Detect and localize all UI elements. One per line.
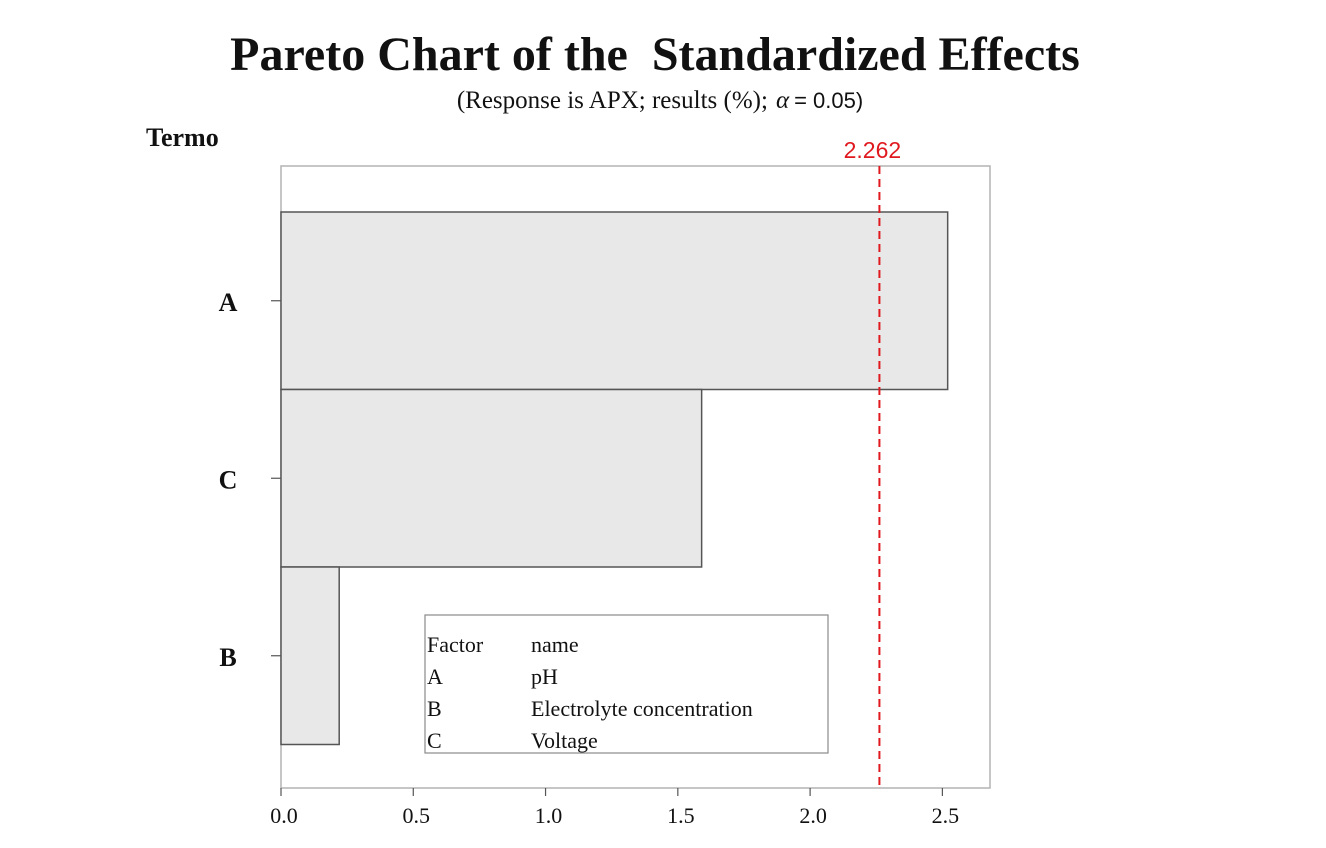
x-tick-label-0.5: 0.5 [403, 803, 431, 828]
bar-a [280, 211, 949, 391]
factor-legend: Factor name A pH B Electrolyte concentration C… [424, 614, 829, 754]
x-tick-label-0.0: 0.0 [270, 803, 298, 828]
subtitle-prefix: (Response is APX; results (%); [457, 87, 768, 114]
subtitle-suffix: = 0.05) [794, 88, 863, 113]
legend-name-b: Electrolyte concentration [531, 696, 753, 721]
x-tick-label-1.5: 1.5 [667, 803, 695, 828]
legend-name-c: Voltage [531, 728, 598, 753]
legend-header-name: name [531, 632, 579, 657]
x-tick-label-1.0: 1.0 [535, 803, 563, 828]
y-tick-label-c: C [219, 465, 238, 494]
legend-rows: Factor name A pH B Electrolyte concentration C… [427, 632, 753, 753]
reference-line-label: 2.262 [844, 137, 902, 163]
legend-factor-a: A [427, 664, 443, 689]
x-ticks-layer: 0.0 0.5 1.0 1.5 2.0 2.5 [270, 788, 959, 828]
x-tick-label-2.0: 2.0 [799, 803, 827, 828]
y-tick-label-a: A [219, 288, 238, 317]
bars-layer [280, 211, 949, 746]
y-axis-label: Termo [146, 123, 219, 152]
legend-header-factor: Factor [427, 632, 484, 657]
subtitle-alpha: α [776, 87, 790, 114]
chart-title: Pareto Chart of the Standardized Effects [230, 28, 1080, 81]
x-tick-label-2.5: 2.5 [932, 803, 960, 828]
y-tick-label-b: B [219, 643, 236, 672]
legend-box [424, 614, 829, 754]
y-ticks-layer: A C B [219, 288, 281, 672]
legend-factor-c: C [427, 728, 442, 753]
legend-name-a: pH [531, 664, 558, 689]
reference-line-layer: 2.262 [844, 137, 902, 788]
bar-c [280, 388, 703, 568]
chart-subtitle: (Response is APX; results (%); α = 0.05) [457, 87, 863, 114]
legend-factor-b: B [427, 696, 442, 721]
bar-b [280, 566, 340, 746]
